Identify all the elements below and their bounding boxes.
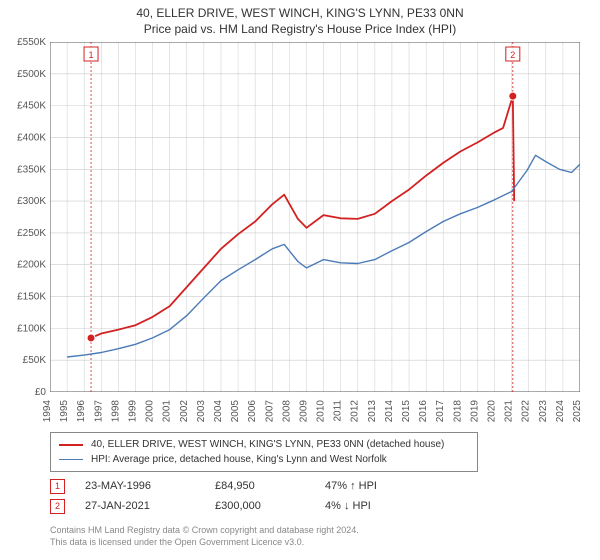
svg-text:2023: 2023 <box>538 400 549 423</box>
svg-text:2006: 2006 <box>247 400 258 423</box>
svg-text:2008: 2008 <box>281 400 292 423</box>
svg-text:2002: 2002 <box>179 400 190 423</box>
marker-icon: 2 <box>50 499 65 514</box>
legend-swatch <box>59 459 83 460</box>
svg-text:2016: 2016 <box>418 400 429 423</box>
marker-number: 1 <box>55 481 60 491</box>
chart-container: 40, ELLER DRIVE, WEST WINCH, KING'S LYNN… <box>0 0 600 560</box>
legend-swatch <box>59 444 83 446</box>
svg-text:2017: 2017 <box>435 400 446 423</box>
tx-price: £84,950 <box>215 480 325 492</box>
marker-icon: 1 <box>50 479 65 494</box>
x-axis-labels: 1994 1995 1996 1997 1998 1999 2000 2001 2002 2003… <box>0 392 600 432</box>
tx-date: 27-JAN-2021 <box>85 500 215 512</box>
svg-text:2024: 2024 <box>555 400 566 423</box>
chart-subtitle: Price paid vs. HM Land Registry's House … <box>0 20 600 36</box>
svg-text:2003: 2003 <box>196 400 207 423</box>
svg-text:£250K: £250K <box>17 228 46 239</box>
svg-text:2019: 2019 <box>469 400 480 423</box>
svg-text:2004: 2004 <box>213 400 224 423</box>
tx-price: £300,000 <box>215 500 325 512</box>
svg-text:£50K: £50K <box>23 355 47 366</box>
svg-text:£500K: £500K <box>17 69 46 80</box>
svg-text:£450K: £450K <box>17 101 46 112</box>
svg-text:1996: 1996 <box>76 400 87 423</box>
svg-text:1998: 1998 <box>110 400 121 423</box>
svg-text:2014: 2014 <box>384 400 395 423</box>
svg-text:1994: 1994 <box>42 400 53 423</box>
transactions-table: 1 23-MAY-1996 £84,950 47% ↑ HPI 2 27-JAN… <box>50 476 425 516</box>
svg-text:2000: 2000 <box>145 400 156 423</box>
svg-text:2021: 2021 <box>504 400 515 423</box>
svg-text:2022: 2022 <box>521 400 532 423</box>
svg-text:£350K: £350K <box>17 164 46 175</box>
svg-text:2005: 2005 <box>230 400 241 423</box>
svg-text:2015: 2015 <box>401 400 412 423</box>
tx-diff: 4% ↓ HPI <box>325 500 425 512</box>
footer-line: Contains HM Land Registry data © Crown c… <box>50 525 359 537</box>
svg-text:2: 2 <box>510 50 515 60</box>
tx-date: 23-MAY-1996 <box>85 480 215 492</box>
footer-note: Contains HM Land Registry data © Crown c… <box>50 525 359 548</box>
footer-line: This data is licensed under the Open Gov… <box>50 537 359 549</box>
legend-label: 40, ELLER DRIVE, WEST WINCH, KING'S LYNN… <box>91 439 444 450</box>
svg-text:2020: 2020 <box>487 400 498 423</box>
svg-text:£300K: £300K <box>17 196 46 207</box>
svg-text:2010: 2010 <box>316 400 327 423</box>
chart-plot-area: 12 <box>50 42 580 392</box>
legend: 40, ELLER DRIVE, WEST WINCH, KING'S LYNN… <box>50 432 478 472</box>
svg-text:1: 1 <box>89 50 94 60</box>
transaction-row: 1 23-MAY-1996 £84,950 47% ↑ HPI <box>50 476 425 496</box>
svg-text:1999: 1999 <box>127 400 138 423</box>
svg-text:2013: 2013 <box>367 400 378 423</box>
chart-svg: 12 <box>50 42 580 392</box>
legend-row: 40, ELLER DRIVE, WEST WINCH, KING'S LYNN… <box>59 437 469 452</box>
tx-diff: 47% ↑ HPI <box>325 480 425 492</box>
svg-text:£200K: £200K <box>17 260 46 271</box>
marker-number: 2 <box>55 501 60 511</box>
legend-row: HPI: Average price, detached house, King… <box>59 452 469 467</box>
svg-text:2012: 2012 <box>350 400 361 423</box>
svg-text:2009: 2009 <box>298 400 309 423</box>
transaction-row: 2 27-JAN-2021 £300,000 4% ↓ HPI <box>50 496 425 516</box>
svg-text:2011: 2011 <box>333 400 344 422</box>
svg-text:£400K: £400K <box>17 132 46 143</box>
svg-text:1997: 1997 <box>93 400 104 423</box>
svg-text:£150K: £150K <box>17 292 46 303</box>
svg-text:2007: 2007 <box>264 400 275 423</box>
svg-text:1995: 1995 <box>59 400 70 423</box>
svg-text:2001: 2001 <box>162 400 173 423</box>
chart-title: 40, ELLER DRIVE, WEST WINCH, KING'S LYNN… <box>0 0 600 20</box>
svg-text:2025: 2025 <box>572 400 583 423</box>
legend-label: HPI: Average price, detached house, King… <box>91 454 387 465</box>
svg-text:£100K: £100K <box>17 323 46 334</box>
svg-text:2018: 2018 <box>452 400 463 423</box>
svg-text:£0: £0 <box>35 387 47 397</box>
svg-text:£550K: £550K <box>17 37 46 48</box>
